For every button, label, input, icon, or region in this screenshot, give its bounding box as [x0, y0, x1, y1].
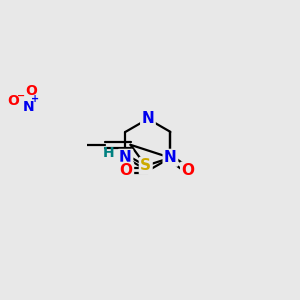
Text: O: O [8, 94, 20, 108]
Text: −: − [17, 91, 25, 101]
Text: N: N [142, 111, 154, 126]
Text: O: O [25, 84, 37, 98]
Text: N: N [22, 100, 34, 114]
Text: N: N [119, 150, 132, 165]
Text: H: H [103, 146, 115, 160]
Text: +: + [31, 94, 39, 104]
Text: S: S [140, 158, 151, 173]
Text: O: O [182, 163, 194, 178]
Text: O: O [120, 163, 133, 178]
Text: N: N [164, 150, 177, 165]
